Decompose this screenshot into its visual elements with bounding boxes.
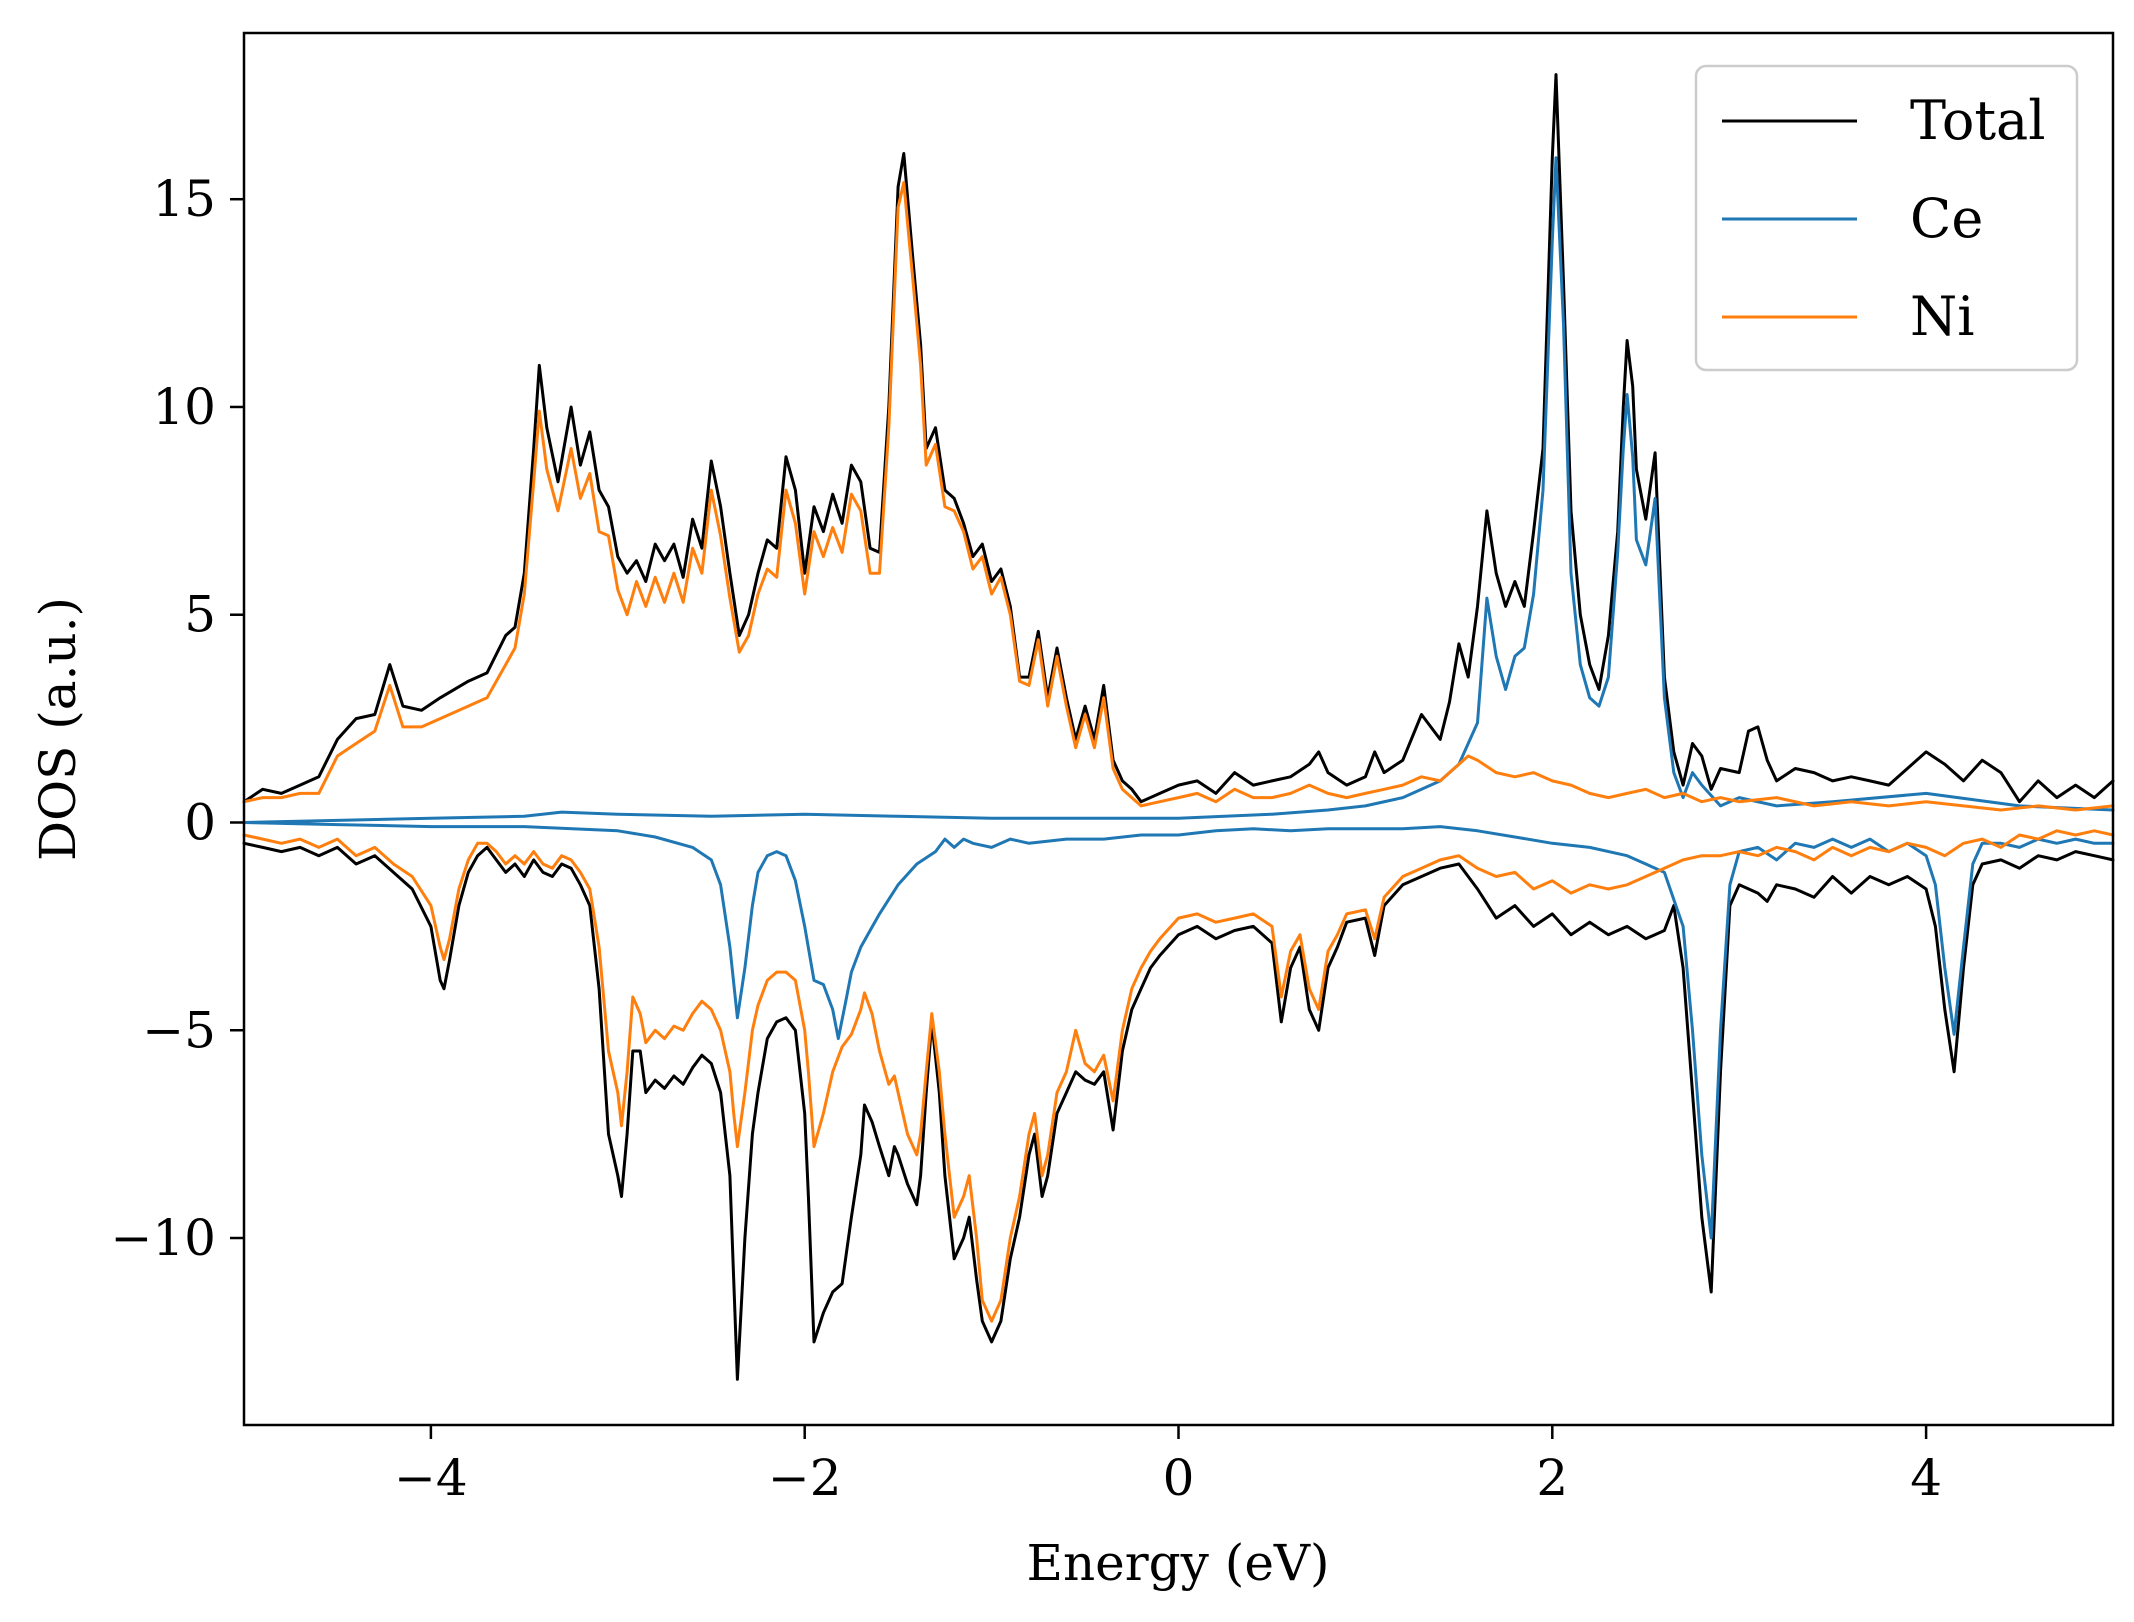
series-line-ni-spin-down [242,829,2115,1323]
x-axis-label: Energy (eV) [1026,1534,1329,1592]
x-tick-label: 0 [1163,1449,1195,1507]
series-line-total-spin-up [242,73,2115,804]
y-tick-label: 15 [152,170,216,228]
y-tick-label: 5 [184,586,216,644]
y-tick-label: −10 [110,1209,216,1267]
legend-label-ni: Ni [1910,285,1975,348]
x-tick-label: −2 [768,1449,842,1507]
series-line-ni-spin-up [242,181,2115,812]
x-tick-label: 2 [1536,1449,1568,1507]
series-layer [242,73,2115,1381]
y-tick-label: 10 [152,378,216,436]
y-tick-label: 0 [184,793,216,851]
x-tick-label: 4 [1910,1449,1942,1507]
x-axis-ticks: −4 −2 0 2 4 [394,1425,1942,1507]
legend-label-total: Total [1910,89,2046,152]
y-axis-label: DOS (a.u.) [29,597,87,861]
legend: Total Ce Ni [1694,64,2079,372]
legend-box [1694,64,2079,372]
legend-entries: Total Ce Ni [1722,89,2046,348]
y-axis-ticks: −10 −5 0 5 10 15 [110,170,244,1267]
x-tick-label: −4 [394,1449,468,1507]
series-line-total-spin-down [242,841,2115,1381]
y-tick-label: −5 [142,1001,216,1059]
legend-label-ce: Ce [1910,187,1983,250]
